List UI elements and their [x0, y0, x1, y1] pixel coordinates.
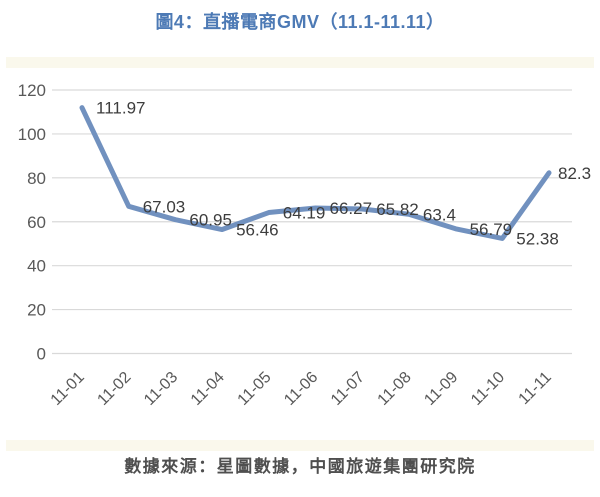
data-label: 63.4: [423, 205, 456, 224]
data-label: 111.97: [96, 99, 145, 118]
data-label: 82.3: [558, 164, 591, 183]
x-tick-label: 11-06: [281, 369, 321, 409]
data-label: 64.19: [283, 204, 326, 223]
gmv-line-chart: 0 20 40 60 80 100 120 11-01 11-02 11-03 11-04 11-05…: [0, 55, 600, 451]
chart-background-strip-bottom: [6, 440, 594, 451]
data-label: 52.38: [516, 229, 559, 248]
data-label: 60.95: [189, 211, 232, 230]
x-tick-label: 11-10: [468, 369, 508, 409]
x-tick-label: 11-07: [328, 369, 368, 409]
y-tick-label: 100: [18, 125, 46, 144]
y-tick-label: 120: [18, 81, 46, 100]
y-axis-labels: 0 20 40 60 80 100 120: [18, 81, 46, 364]
gridlines: [52, 89, 572, 355]
data-label: 67.03: [143, 197, 186, 216]
chart-title: 圖4：直播電商GMV（11.1-11.11）: [155, 12, 445, 32]
y-tick-label: 0: [37, 345, 46, 364]
x-tick-label: 11-08: [375, 369, 415, 409]
x-tick-label: 11-09: [421, 369, 461, 409]
y-tick-label: 20: [27, 301, 46, 320]
source-caption: 數據來源：星圖數據，中國旅遊集團研究院: [124, 457, 476, 476]
x-tick-label: 11-11: [516, 369, 555, 408]
x-tick-label: 11-04: [188, 369, 228, 409]
x-tick-label: 11-02: [94, 369, 134, 409]
data-label: 66.27: [330, 199, 373, 218]
data-label: 65.82: [376, 200, 419, 219]
x-axis-labels: 11-01 11-02 11-03 11-04 11-05 11-06 11-07 11-08…: [48, 369, 555, 409]
chart-plot: 0 20 40 60 80 100 120 11-01 11-02 11-03 11-04 11-05…: [18, 81, 591, 409]
y-tick-label: 80: [27, 169, 46, 188]
x-tick-label: 11-03: [141, 369, 181, 409]
y-tick-label: 40: [27, 257, 46, 276]
data-label: 56.46: [236, 221, 279, 240]
data-label: 56.79: [470, 220, 513, 239]
chart-background-strip-top: [6, 57, 594, 68]
gmv-data-line: [79, 105, 552, 241]
x-tick-label: 11-05: [235, 369, 275, 409]
y-tick-label: 60: [27, 213, 46, 232]
x-tick-label: 11-01: [48, 369, 88, 409]
